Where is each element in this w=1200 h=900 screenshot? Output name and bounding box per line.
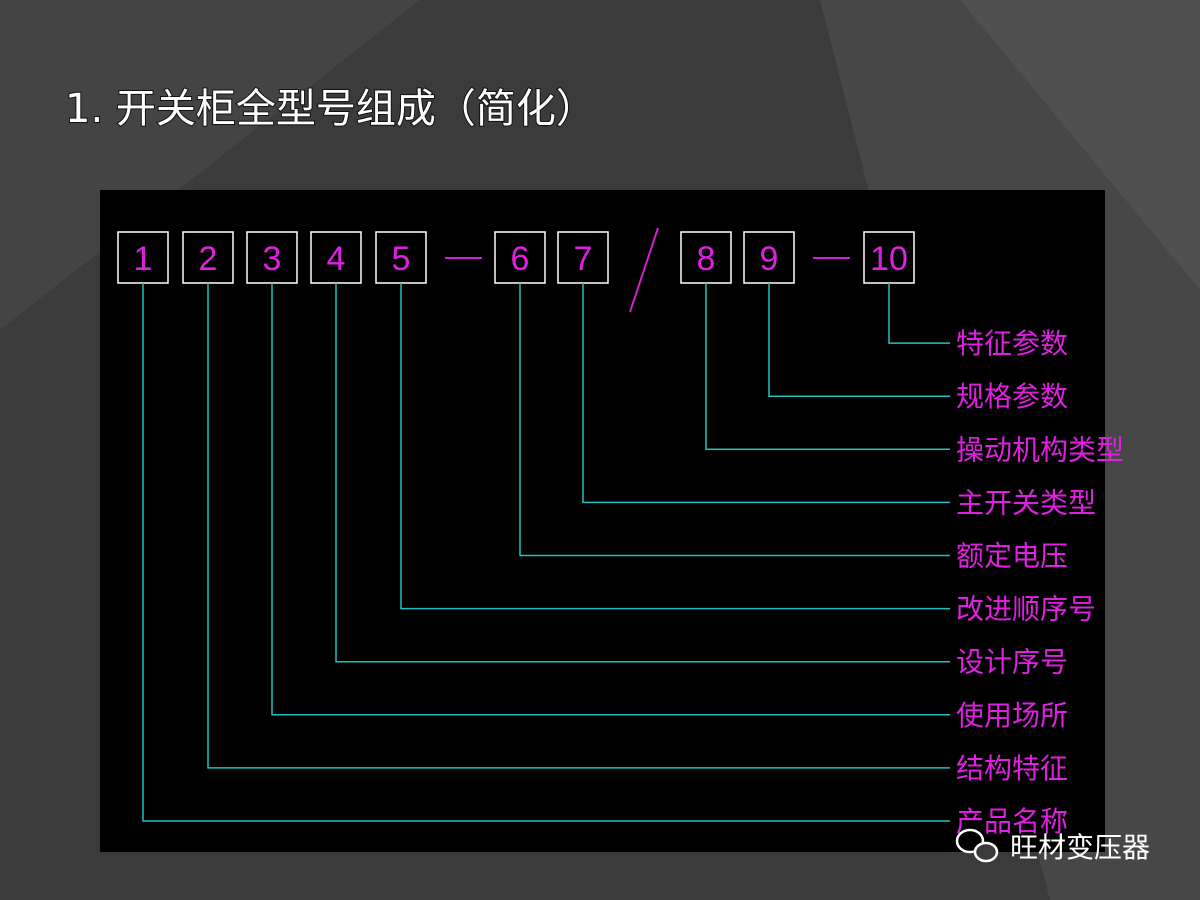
code-label: 额定电压	[956, 540, 1068, 573]
code-label: 设计序号	[956, 646, 1068, 679]
connector	[582, 283, 950, 504]
bg-decor	[960, 0, 1200, 290]
connector	[519, 283, 950, 557]
code-number: 8	[697, 240, 716, 278]
code-number: 6	[511, 240, 530, 278]
code-number: 4	[327, 240, 346, 278]
connector	[271, 283, 950, 716]
code-number: 2	[199, 240, 218, 278]
code-number: 3	[263, 240, 282, 278]
diagram: 1 产品名称 2 结构特征 3 使用场所 4 设计序号 5 改进顺序号 6 额定电压 7 主开关类型 8 操动…	[117, 231, 1124, 838]
code-label: 主开关类型	[956, 486, 1096, 519]
code-label: 操动机构类型	[956, 433, 1124, 466]
code-number: 10	[870, 240, 908, 278]
connector	[400, 283, 950, 610]
slide-title: 1. 开关柜全型号组成（简化）	[65, 86, 596, 132]
code-label: 规格参数	[956, 380, 1068, 413]
slash	[629, 227, 659, 313]
code-number: 9	[760, 240, 779, 278]
watermark: 旺材变压器	[1010, 831, 1150, 864]
code-number: 5	[392, 240, 411, 278]
code-number: 1	[134, 240, 153, 278]
connector	[207, 283, 950, 769]
code-label: 特征参数	[956, 327, 1068, 360]
connector	[888, 283, 950, 344]
connector	[705, 283, 950, 451]
connector	[768, 283, 950, 397]
wechat-icon	[955, 828, 999, 863]
code-label: 改进顺序号	[956, 593, 1096, 626]
code-label: 使用场所	[956, 699, 1068, 732]
connector	[142, 283, 950, 822]
code-label: 产品名称	[956, 805, 1068, 838]
connector	[335, 283, 950, 663]
diagram-panel	[100, 190, 1105, 852]
code-number: 7	[574, 240, 593, 278]
code-label: 结构特征	[956, 752, 1068, 785]
